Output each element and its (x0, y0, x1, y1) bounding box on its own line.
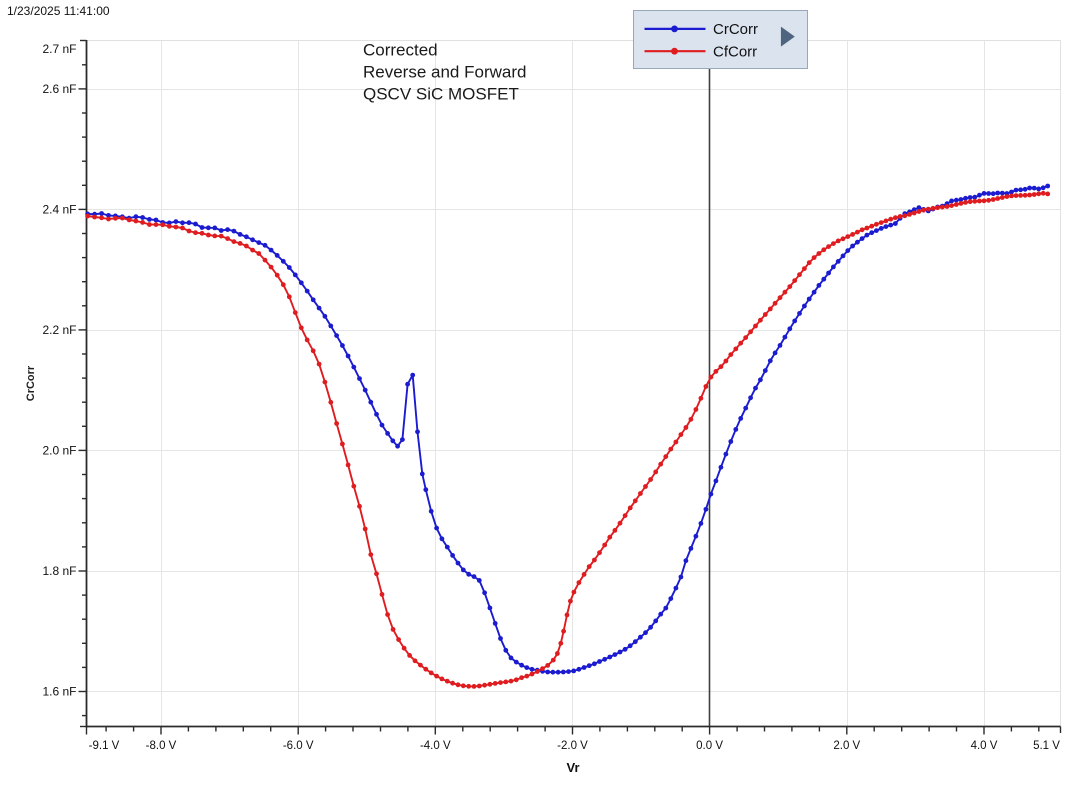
svg-text:1.6 nF: 1.6 nF (42, 685, 76, 699)
svg-text:2.2 nF: 2.2 nF (42, 323, 76, 337)
svg-text:2.0 nF: 2.0 nF (42, 443, 76, 457)
svg-text:CrCorr: CrCorr (25, 365, 37, 401)
svg-text:-2.0 V: -2.0 V (557, 740, 588, 752)
svg-text:1.8 nF: 1.8 nF (42, 564, 76, 578)
svg-text:2.0 V: 2.0 V (833, 740, 860, 752)
svg-text:-8.0 V: -8.0 V (146, 740, 177, 752)
svg-text:2.6 nF: 2.6 nF (42, 82, 76, 96)
svg-text:-4.0 V: -4.0 V (420, 740, 451, 752)
svg-text:Vr: Vr (566, 760, 579, 775)
svg-text:0.0 V: 0.0 V (696, 740, 723, 752)
svg-text:QSCV SiC MOSFET: QSCV SiC MOSFET (363, 85, 519, 104)
svg-text:4.0 V: 4.0 V (971, 740, 998, 752)
svg-text:Reverse and Forward: Reverse and Forward (363, 63, 526, 82)
svg-text:-9.1 V: -9.1 V (89, 740, 120, 752)
svg-text:Corrected: Corrected (363, 41, 438, 60)
svg-text:-6.0 V: -6.0 V (283, 740, 314, 752)
svg-text:2.4 nF: 2.4 nF (42, 202, 76, 216)
svg-text:CrCorr: CrCorr (713, 21, 758, 38)
svg-text:5.1 V: 5.1 V (1033, 740, 1060, 752)
svg-text:1/23/2025 11:41:00: 1/23/2025 11:41:00 (7, 4, 110, 18)
svg-text:2.7 nF: 2.7 nF (42, 42, 76, 56)
svg-text:CfCorr: CfCorr (713, 43, 757, 60)
